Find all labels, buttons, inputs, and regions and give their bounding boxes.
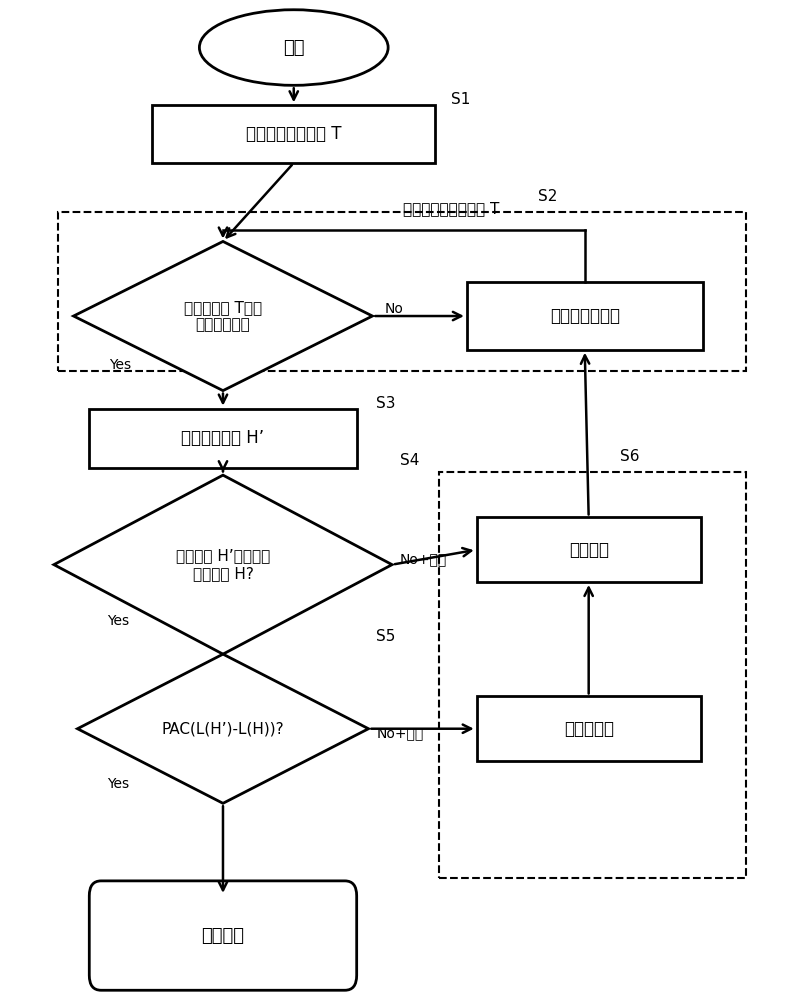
- Text: 最小化反例: 最小化反例: [564, 720, 614, 738]
- Text: S2: S2: [538, 189, 557, 204]
- Text: No: No: [384, 302, 403, 316]
- Polygon shape: [74, 241, 372, 391]
- Text: 更新后的时间观察表 T: 更新后的时间观察表 T: [403, 202, 499, 217]
- Text: 假设模型 H’质量高于
稳定模型 H?: 假设模型 H’质量高于 稳定模型 H?: [176, 548, 270, 581]
- Text: S4: S4: [400, 453, 419, 468]
- FancyBboxPatch shape: [466, 282, 703, 350]
- Text: 初始化时间观察表 T: 初始化时间观察表 T: [246, 125, 341, 143]
- Text: 开始: 开始: [283, 39, 304, 57]
- Text: 反例处理: 反例处理: [569, 541, 609, 559]
- FancyBboxPatch shape: [89, 409, 356, 468]
- Text: No+反例: No+反例: [376, 727, 424, 741]
- Text: No+反例: No+反例: [400, 553, 447, 567]
- Text: 时间观察表 T是否
一致且闭合？: 时间观察表 T是否 一致且闭合？: [184, 300, 262, 332]
- Text: S3: S3: [376, 395, 396, 410]
- Text: Yes: Yes: [108, 614, 130, 628]
- FancyBboxPatch shape: [152, 105, 436, 163]
- Text: S5: S5: [376, 629, 396, 644]
- Text: Yes: Yes: [109, 358, 131, 372]
- FancyBboxPatch shape: [89, 881, 356, 990]
- Text: Yes: Yes: [108, 777, 130, 791]
- Polygon shape: [78, 654, 368, 803]
- FancyBboxPatch shape: [477, 517, 701, 582]
- Ellipse shape: [200, 10, 388, 85]
- Text: 结果模型: 结果模型: [201, 927, 245, 945]
- Text: 时间观察表处理: 时间观察表处理: [550, 307, 620, 325]
- Text: S1: S1: [451, 92, 470, 107]
- Text: PAC(L(H’)-L(H))?: PAC(L(H’)-L(H))?: [162, 721, 284, 736]
- Text: S6: S6: [620, 449, 640, 464]
- Text: 构建假设模型 H’: 构建假设模型 H’: [181, 429, 265, 447]
- FancyBboxPatch shape: [477, 696, 701, 761]
- Polygon shape: [54, 475, 392, 654]
